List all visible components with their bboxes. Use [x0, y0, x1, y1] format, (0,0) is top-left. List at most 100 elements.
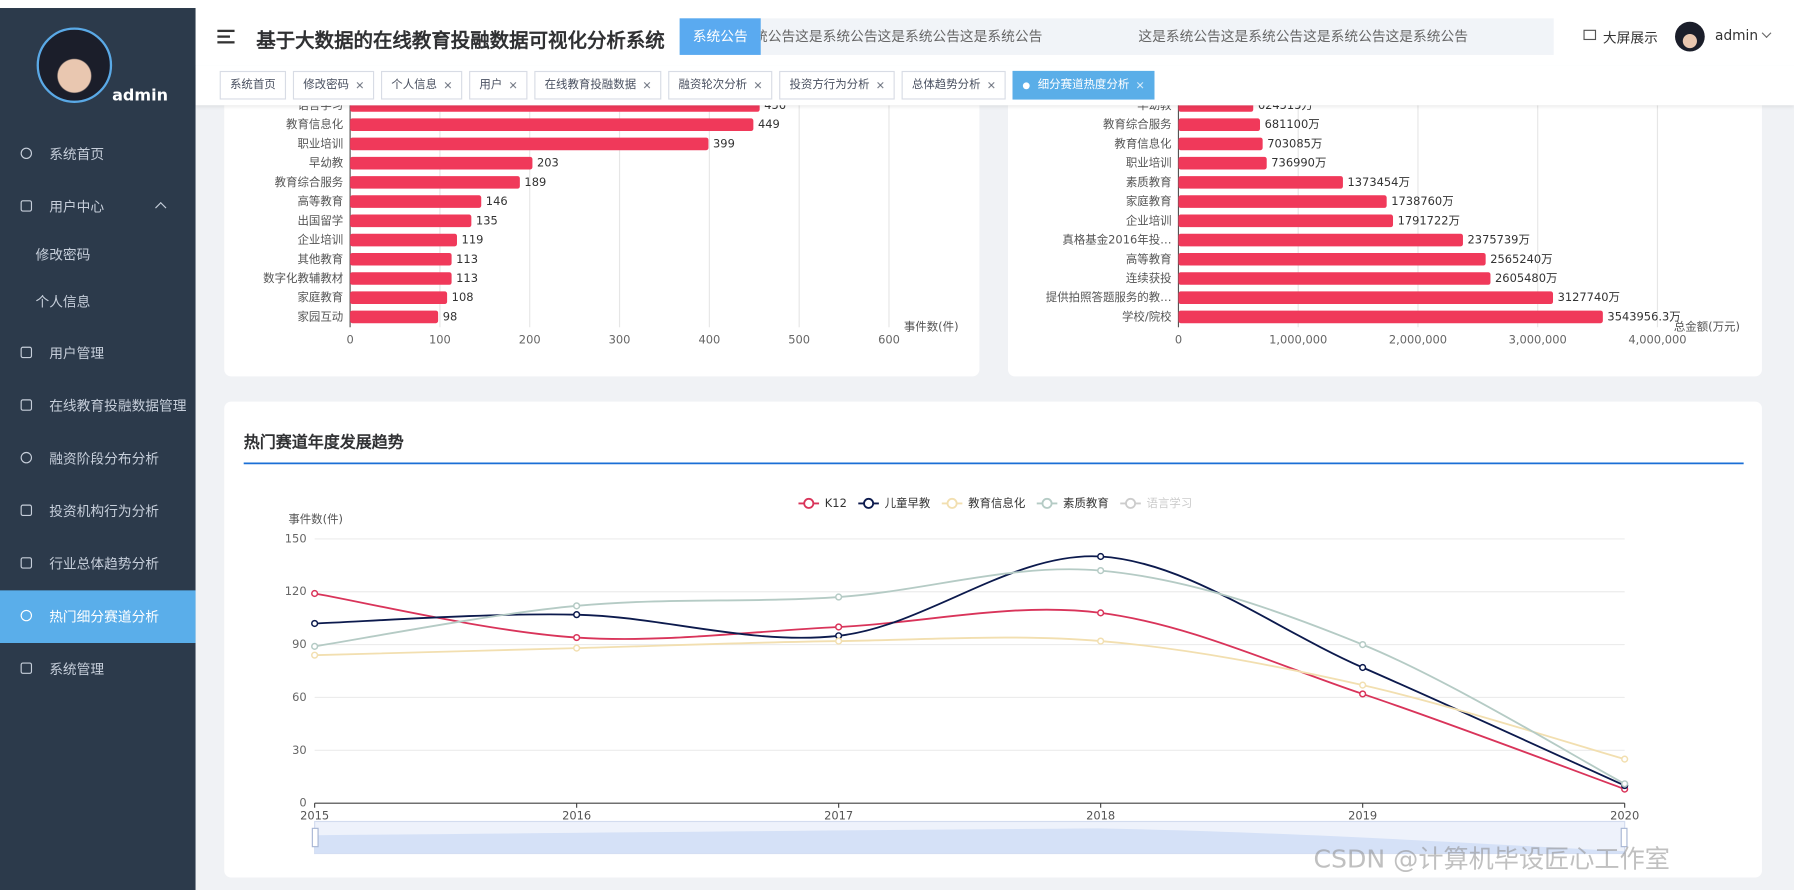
data-point	[1359, 640, 1367, 649]
menu-toggle[interactable]	[217, 29, 235, 33]
data-point	[835, 637, 843, 645]
menu-item[interactable]: 系统管理	[0, 643, 196, 696]
tab[interactable]: 系统首页	[219, 70, 287, 100]
menu-item[interactable]: 融资阶段分布分析	[0, 432, 196, 485]
x-tick-label: 2018	[1086, 808, 1115, 822]
dropdown-arrow	[1761, 28, 1772, 39]
legend-label: 素质教育	[1063, 496, 1109, 510]
menu-item[interactable]: 个人信息	[0, 276, 196, 329]
series-line	[314, 568, 1626, 785]
legend-label: 教育信息化	[968, 496, 1025, 510]
value-label: 113	[456, 271, 478, 285]
tab[interactable]: 总体趋势分析	[901, 70, 1006, 100]
tab[interactable]: 在线教育投融数据	[534, 70, 662, 100]
tab-close[interactable]	[444, 81, 452, 89]
tab-bar: 系统首页 修改密码 个人信息 用户 在线教育投融数据 融资轮次分析 投资方行为分析 总体趋势分…	[195, 65, 1794, 106]
category-label: 家庭教育	[297, 290, 343, 304]
value-label: 98	[443, 309, 458, 323]
category-label: 教育信息化	[286, 117, 343, 131]
tab[interactable]: 投资方行为分析	[779, 70, 895, 100]
tab-close[interactable]	[356, 81, 364, 89]
menu-icon	[20, 662, 33, 674]
value-label: 113	[456, 252, 478, 266]
y-tick-label: 30	[292, 743, 307, 757]
legend-swatch	[803, 497, 815, 509]
legend: K12 儿童早教 教育信息化 素质教育 语言学习	[798, 496, 1192, 510]
tab-label: 总体趋势分析	[911, 78, 981, 92]
menu-item[interactable]: 在线教育投融数据管理	[0, 380, 196, 433]
value-label: 1738760万	[1391, 194, 1453, 208]
legend-item[interactable]: 语言学习	[1120, 496, 1192, 510]
screen-icon	[1583, 29, 1597, 41]
value-label: 119	[462, 233, 484, 247]
tab[interactable]: 用户	[469, 70, 528, 100]
menu-icon	[20, 147, 33, 160]
value-label: 2565240万	[1490, 252, 1552, 266]
tab-close[interactable]	[754, 81, 762, 89]
category-label: 出国留学	[297, 213, 343, 227]
header-username[interactable]: admin	[1715, 27, 1759, 44]
legend-item[interactable]: 教育信息化	[941, 496, 1026, 510]
menu-item[interactable]: 投资机构行为分析	[0, 485, 196, 538]
menu-item[interactable]: 用户中心	[0, 181, 196, 234]
tab-close[interactable]	[987, 81, 995, 89]
menu-label: 用户管理	[49, 345, 105, 362]
menu-item[interactable]: 用户管理	[0, 327, 196, 380]
y-tick-label: 150	[285, 531, 307, 545]
menu-label: 在线教育投融数据管理	[49, 398, 187, 415]
value-label: 1373454万	[1348, 175, 1410, 189]
tab[interactable]: 修改密码	[292, 70, 375, 100]
tab[interactable]: 细分赛道热度分析	[1012, 70, 1155, 100]
notice-label: 系统公告	[679, 18, 761, 55]
x-tick-label: 300	[609, 332, 631, 346]
menu-label: 融资阶段分布分析	[49, 450, 160, 467]
screen-button[interactable]: 大屏展示	[1602, 29, 1658, 46]
tab[interactable]: 融资轮次分析	[668, 70, 773, 100]
bar	[350, 272, 452, 285]
bar	[1178, 272, 1491, 285]
x-tick-label: 600	[878, 332, 900, 346]
tab-close[interactable]	[1136, 81, 1144, 89]
menu-item[interactable]: 行业总体趋势分析	[0, 538, 196, 591]
bar	[1178, 137, 1263, 151]
tab-close[interactable]	[509, 81, 517, 89]
data-point	[311, 619, 319, 628]
legend-item[interactable]: 素质教育	[1036, 496, 1109, 510]
category-label: 家庭教育	[1126, 194, 1172, 208]
legend-item[interactable]: 儿童早教	[858, 496, 931, 510]
data-point	[573, 633, 581, 642]
notice-text: 这是系统公告这是系统公告这是系统公告这是系统公告	[761, 28, 1043, 45]
value-label: 3543956.3万	[1607, 309, 1680, 323]
bar	[350, 118, 754, 132]
zoom-handle[interactable]	[311, 827, 319, 848]
menu-item[interactable]: 系统首页	[0, 128, 196, 181]
header-avatar[interactable]	[1675, 21, 1705, 52]
tab[interactable]: 个人信息	[380, 70, 463, 100]
x-tick-label: 2020	[1610, 808, 1639, 822]
data-point	[311, 642, 319, 650]
zoom-handle[interactable]	[1620, 827, 1628, 848]
legend-label: K12	[825, 496, 847, 510]
menu-label: 系统首页	[49, 146, 105, 163]
category-label: 其他教育	[297, 252, 343, 266]
legend-item[interactable]: K12	[798, 496, 847, 510]
value-label: 456	[764, 105, 786, 112]
menu-item[interactable]: 热门细分赛道分析	[0, 590, 196, 644]
bar	[350, 105, 760, 112]
category-label: 早幼教	[309, 156, 344, 170]
chart-title: 热门赛道年度发展趋势	[244, 432, 404, 451]
series-line	[314, 592, 1625, 790]
category-label: 教育综合服务	[1103, 117, 1172, 131]
sidebar: admin 系统首页 用户中心 修改密码 个人信息 用户管理 在线教育投融数据管理 融资阶段…	[0, 8, 196, 890]
x-tick-label: 3,000,000	[1509, 332, 1567, 346]
tab-close[interactable]	[643, 81, 651, 89]
bar	[350, 195, 482, 208]
category-label: 企业培训	[297, 233, 343, 247]
tab-close[interactable]	[876, 81, 884, 89]
y-tick-label: 0	[299, 796, 306, 810]
bar	[1178, 310, 1603, 324]
value-label: 1791722万	[1398, 213, 1460, 227]
menu-item[interactable]: 修改密码	[0, 229, 196, 282]
data-point	[573, 644, 581, 652]
